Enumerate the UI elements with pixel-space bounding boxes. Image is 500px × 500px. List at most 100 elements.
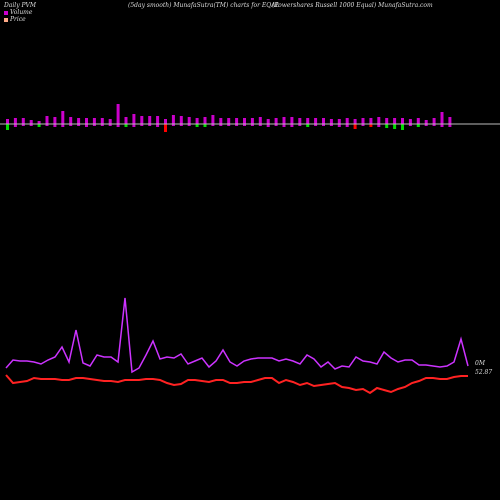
volume-bar-up bbox=[53, 117, 57, 124]
volume-bar-down bbox=[187, 124, 191, 126]
volume-bar-down bbox=[53, 124, 57, 127]
volume-bar-down bbox=[290, 124, 294, 127]
volume-bar-down bbox=[179, 124, 183, 126]
volume-bar-up bbox=[85, 118, 88, 124]
volume-bar-up bbox=[401, 118, 404, 124]
volume-bar-down bbox=[195, 124, 199, 127]
volume-bar-down bbox=[156, 124, 160, 127]
volume-bar-down bbox=[377, 124, 381, 127]
volume-bar-down bbox=[448, 124, 452, 127]
volume-bar-down bbox=[282, 124, 286, 127]
volume-bar-down bbox=[13, 124, 17, 127]
volume-bar-down bbox=[337, 124, 341, 127]
volume-bar-down bbox=[219, 124, 223, 126]
volume-bar-up bbox=[266, 119, 270, 124]
volume-bar-down bbox=[408, 124, 412, 126]
volume-bar-up bbox=[37, 121, 41, 124]
volume-bar-up bbox=[124, 117, 128, 124]
volume-bar-down bbox=[274, 124, 278, 126]
volume-bar-down bbox=[345, 124, 349, 127]
volume-bar-up bbox=[21, 118, 25, 124]
volume-bar-up bbox=[448, 117, 452, 124]
volume-bar-down bbox=[164, 124, 167, 132]
chart-source-label: (Powershares Russell 1000 Equal) MunafaS… bbox=[272, 2, 433, 9]
volume-bar-up bbox=[274, 118, 278, 124]
volume-bar-down bbox=[148, 124, 152, 126]
chart-period-label: Daily PVM bbox=[4, 2, 37, 9]
volume-bar-up bbox=[211, 115, 215, 124]
volume-bar-down bbox=[440, 124, 444, 127]
volume-bar-down bbox=[329, 124, 333, 126]
volume-bar-down bbox=[45, 124, 49, 126]
volume-bar-down bbox=[108, 124, 112, 126]
volume-bar-down bbox=[258, 124, 262, 126]
volume-bar-up bbox=[329, 119, 333, 124]
volume-bar-down bbox=[69, 124, 73, 126]
volume-bar-up bbox=[187, 117, 191, 124]
volume-bar-up bbox=[322, 118, 325, 124]
volume-bar-down bbox=[314, 124, 318, 126]
volume-bar-down bbox=[424, 124, 428, 126]
volume-line bbox=[5, 297, 469, 374]
volume-bar-up bbox=[250, 118, 254, 124]
volume-bar-down bbox=[361, 124, 365, 126]
volume-bar-up bbox=[156, 116, 160, 124]
volume-bar-down bbox=[85, 124, 88, 127]
legend-price-swatch bbox=[4, 17, 8, 22]
volume-bar-up bbox=[298, 118, 302, 124]
volume-bar-up bbox=[100, 118, 104, 124]
volume-bar-down bbox=[171, 124, 175, 126]
volume-bar-up bbox=[314, 118, 318, 124]
volume-bar-up bbox=[243, 118, 246, 124]
volume-bar-down bbox=[250, 124, 254, 126]
volume-bar-down bbox=[37, 124, 41, 127]
volume-bar-up bbox=[219, 118, 223, 124]
volume-bar-up bbox=[345, 118, 349, 124]
volume-bar-up bbox=[369, 118, 373, 124]
volume-bar-up bbox=[29, 120, 33, 124]
volume-bar-up bbox=[195, 118, 199, 124]
volume-bar-down bbox=[61, 124, 65, 127]
volume-bar-down bbox=[21, 124, 25, 126]
volume-bar-down bbox=[29, 124, 33, 126]
legend-price-label: Price bbox=[10, 16, 26, 23]
volume-value-label: 0M bbox=[475, 360, 485, 367]
volume-bar-down bbox=[306, 124, 310, 127]
volume-bar-up bbox=[164, 119, 167, 124]
volume-bar-up bbox=[361, 118, 365, 124]
volume-bar-down bbox=[132, 124, 136, 127]
volume-bars bbox=[6, 104, 452, 132]
volume-bar-down bbox=[203, 124, 207, 127]
volume-bar-down bbox=[298, 124, 302, 126]
volume-bar-up bbox=[45, 116, 49, 124]
volume-bar-up bbox=[258, 117, 262, 124]
volume-bar-up bbox=[132, 114, 136, 124]
volume-bar-down bbox=[385, 124, 389, 128]
volume-bar-down bbox=[77, 124, 81, 126]
volume-bar-up bbox=[235, 118, 239, 124]
volume-bar-down bbox=[140, 124, 144, 126]
volume-bar-down bbox=[243, 124, 246, 126]
price-value-label: 52.87 bbox=[475, 369, 493, 376]
volume-bar-down bbox=[393, 124, 397, 129]
volume-bar-up bbox=[203, 117, 207, 124]
volume-bar-down bbox=[401, 124, 404, 130]
volume-bar-up bbox=[6, 119, 9, 124]
volume-bar-up bbox=[416, 118, 420, 124]
volume-bar-up bbox=[337, 119, 341, 124]
volume-bar-up bbox=[148, 116, 152, 124]
volume-bar-down bbox=[124, 124, 128, 127]
volume-bar-down bbox=[322, 124, 325, 126]
legend-volume: Volume bbox=[4, 9, 32, 16]
legend-volume-label: Volume bbox=[10, 9, 33, 16]
volume-bar-down bbox=[6, 124, 9, 130]
volume-bar-up bbox=[393, 118, 397, 124]
volume-bar-down bbox=[116, 124, 120, 127]
legend-price: Price bbox=[4, 16, 26, 23]
volume-bar-up bbox=[290, 117, 294, 124]
volume-bar-up bbox=[61, 111, 65, 124]
volume-bar-up bbox=[13, 118, 17, 124]
legend-volume-swatch bbox=[4, 10, 8, 15]
